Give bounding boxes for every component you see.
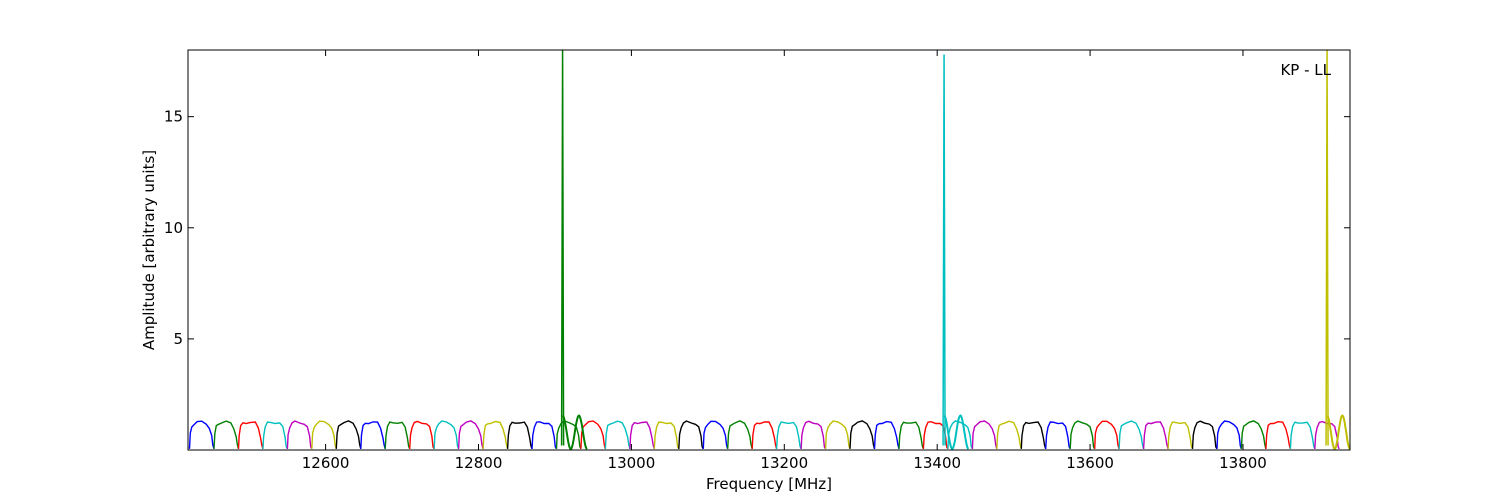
channel-trace — [1020, 421, 1047, 450]
plot-frame — [187, 49, 1351, 451]
channel-trace — [482, 420, 509, 450]
channel-trace — [1240, 420, 1267, 450]
channel-trace — [922, 420, 949, 450]
channel-trace — [1118, 420, 1145, 450]
channel-trace — [360, 421, 386, 450]
channel-trace — [604, 420, 631, 450]
channel-trace — [384, 421, 411, 450]
channel-trace — [1167, 421, 1194, 450]
x-tick-label: 13000 — [608, 454, 656, 472]
ringing-trace — [562, 414, 588, 450]
channel-trace — [653, 421, 680, 450]
ringing-trace — [1326, 414, 1350, 450]
channel-trace — [751, 421, 778, 450]
x-axis-label: Frequency [MHz] — [706, 475, 832, 493]
channel-trace — [947, 420, 974, 450]
channel-traces — [188, 420, 1340, 450]
channel-trace — [1045, 421, 1071, 450]
channel-trace — [1069, 420, 1096, 450]
channel-trace — [898, 421, 925, 450]
channel-trace — [457, 420, 484, 450]
channel-trace — [971, 420, 998, 450]
channel-trace — [188, 420, 215, 450]
channel-trace — [873, 420, 900, 450]
x-tick-label: 13800 — [1219, 454, 1267, 472]
channel-trace — [237, 421, 264, 450]
channel-trace — [629, 421, 655, 450]
channel-trace — [335, 420, 362, 450]
channel-trace — [1142, 421, 1169, 450]
x-tick-label: 13400 — [913, 454, 961, 472]
channel-trace — [286, 420, 313, 450]
channel-trace — [311, 420, 337, 450]
channel-trace — [213, 420, 240, 450]
ringing-trace — [943, 414, 970, 450]
channel-trace — [433, 420, 460, 450]
x-axis-ticks: 12600 12800 13000 13200 13400 13600 13800 — [302, 50, 1267, 472]
channel-trace — [702, 420, 729, 450]
channel-trace — [1094, 420, 1120, 450]
channel-trace — [1191, 420, 1218, 450]
spike-line — [1325, 50, 1329, 446]
x-tick-label: 12800 — [455, 454, 503, 472]
channel-trace — [531, 421, 558, 450]
y-tick-label: 15 — [164, 108, 183, 126]
y-tick-label: 10 — [164, 219, 183, 237]
channel-trace — [1216, 420, 1243, 450]
channel-trace — [506, 421, 533, 450]
spike-traces — [560, 50, 1350, 450]
x-tick-label: 12600 — [302, 454, 350, 472]
channel-trace — [824, 420, 851, 450]
x-tick-label: 13200 — [760, 454, 808, 472]
y-axis-label: Amplitude [arbitrary units] — [140, 150, 158, 350]
channel-trace — [1289, 421, 1316, 450]
channel-trace — [262, 421, 289, 450]
y-axis-ticks: 5 10 15 — [164, 108, 1350, 348]
channel-trace — [678, 420, 704, 450]
channel-trace — [1265, 420, 1292, 450]
channel-trace — [555, 420, 582, 450]
spike-line — [942, 54, 946, 446]
channel-trace — [800, 420, 827, 450]
baseline-annotation: KP - LL — [1280, 61, 1331, 79]
channel-trace — [775, 421, 802, 450]
channel-trace — [727, 420, 753, 450]
channel-trace — [849, 420, 876, 450]
y-tick-label: 5 — [173, 330, 183, 348]
spike-line — [560, 50, 565, 446]
channel-trace — [996, 420, 1022, 450]
x-tick-label: 13600 — [1066, 454, 1114, 472]
channel-trace — [409, 420, 435, 450]
